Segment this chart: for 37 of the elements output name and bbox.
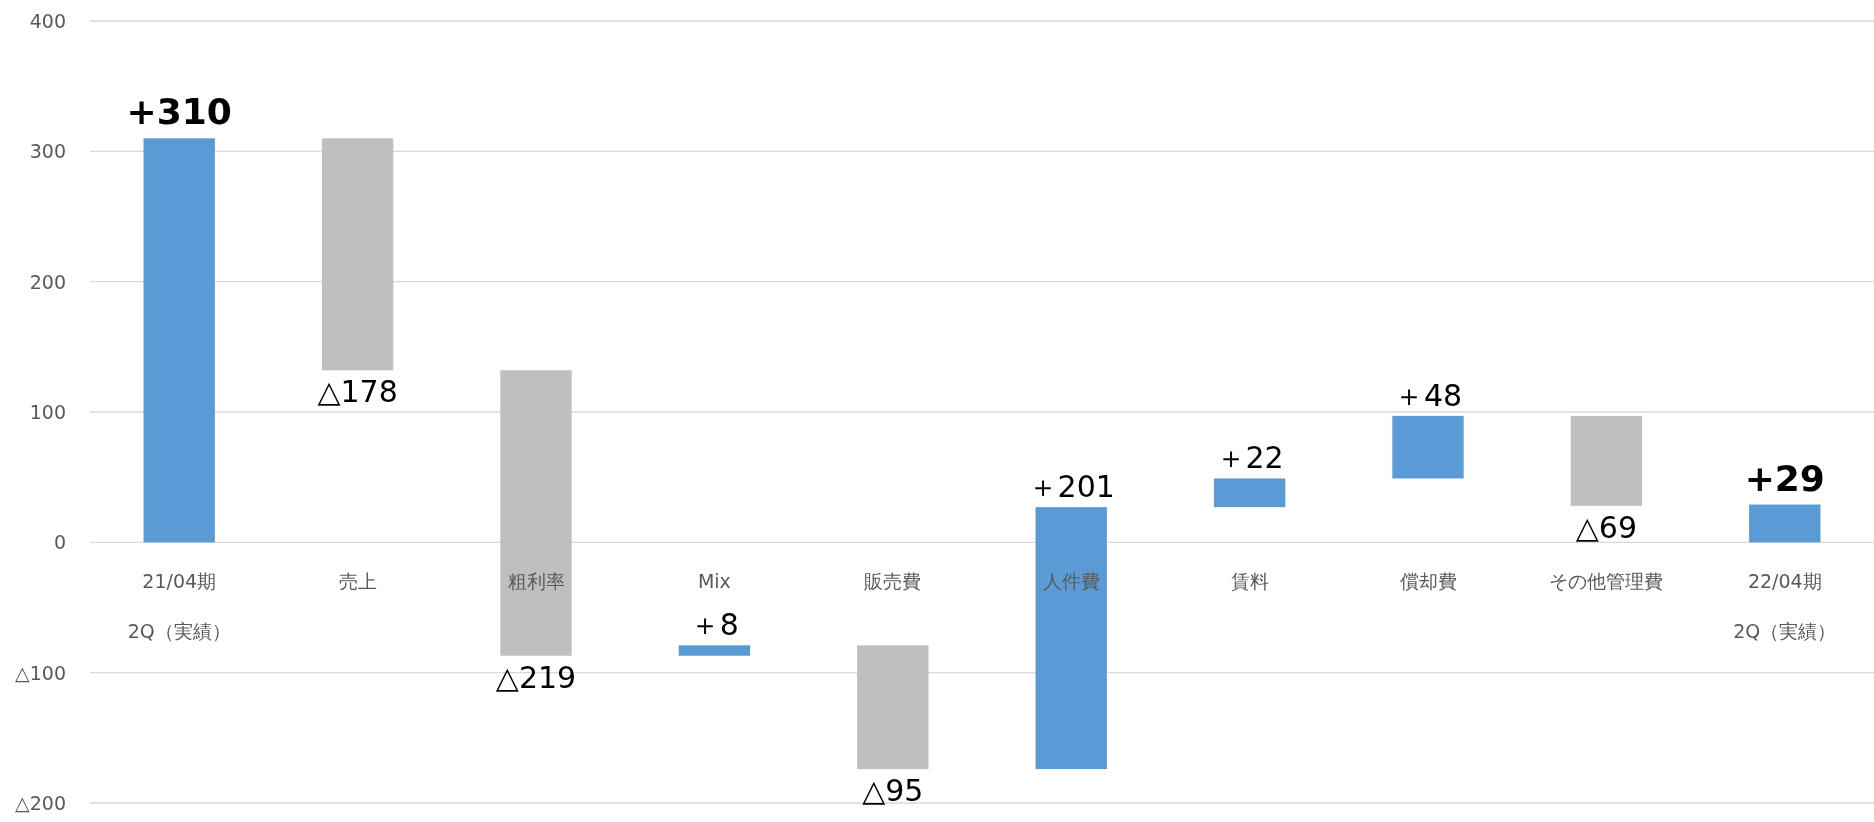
x-tick-label: 償却費 [1399, 570, 1457, 593]
bar [678, 645, 751, 656]
y-tick-label: 400 [29, 10, 66, 32]
x-tick-label: 人件費 [1042, 570, 1100, 593]
data-label: +29 [1744, 457, 1825, 499]
y-tick-label: 0 [53, 531, 66, 554]
y-tick-label: 300 [29, 140, 66, 163]
bar [1035, 507, 1107, 770]
data-label: △69 [1575, 509, 1638, 545]
data-label: △219 [495, 659, 577, 695]
bar [1749, 504, 1821, 543]
x-tick-label: 賃料 [1230, 570, 1269, 593]
y-tick-label: △200 [15, 792, 66, 814]
data-label: ＋201 [1027, 469, 1115, 505]
bar [321, 138, 394, 371]
bar [1392, 415, 1464, 479]
data-label: ＋8 [689, 607, 739, 643]
bar [1213, 478, 1286, 508]
data-label: ＋48 [1393, 377, 1463, 413]
x-tick-label: 売上 [338, 570, 377, 593]
bar [500, 370, 572, 656]
category-label: 22/04期 2Q（実績） [1733, 570, 1837, 643]
y-tick-label: △100 [15, 661, 66, 684]
data-label: ＋22 [1215, 440, 1284, 476]
x-tick-label: Mix [697, 570, 731, 593]
x-tick-label: 販売費 [864, 570, 922, 593]
x-tick-label: その他管理費 [1549, 570, 1664, 593]
x-tick-label: 粗利率 [507, 570, 565, 593]
bar [1570, 415, 1643, 506]
data-label: △95 [862, 773, 924, 809]
data-label: +310 [126, 91, 232, 133]
bar [857, 645, 929, 770]
category-label: 21/04期 2Q（実績） [127, 570, 231, 643]
y-tick-label: 100 [29, 401, 66, 423]
bar [143, 138, 215, 543]
data-label: △178 [317, 374, 398, 410]
y-tick-label: 200 [29, 270, 66, 293]
